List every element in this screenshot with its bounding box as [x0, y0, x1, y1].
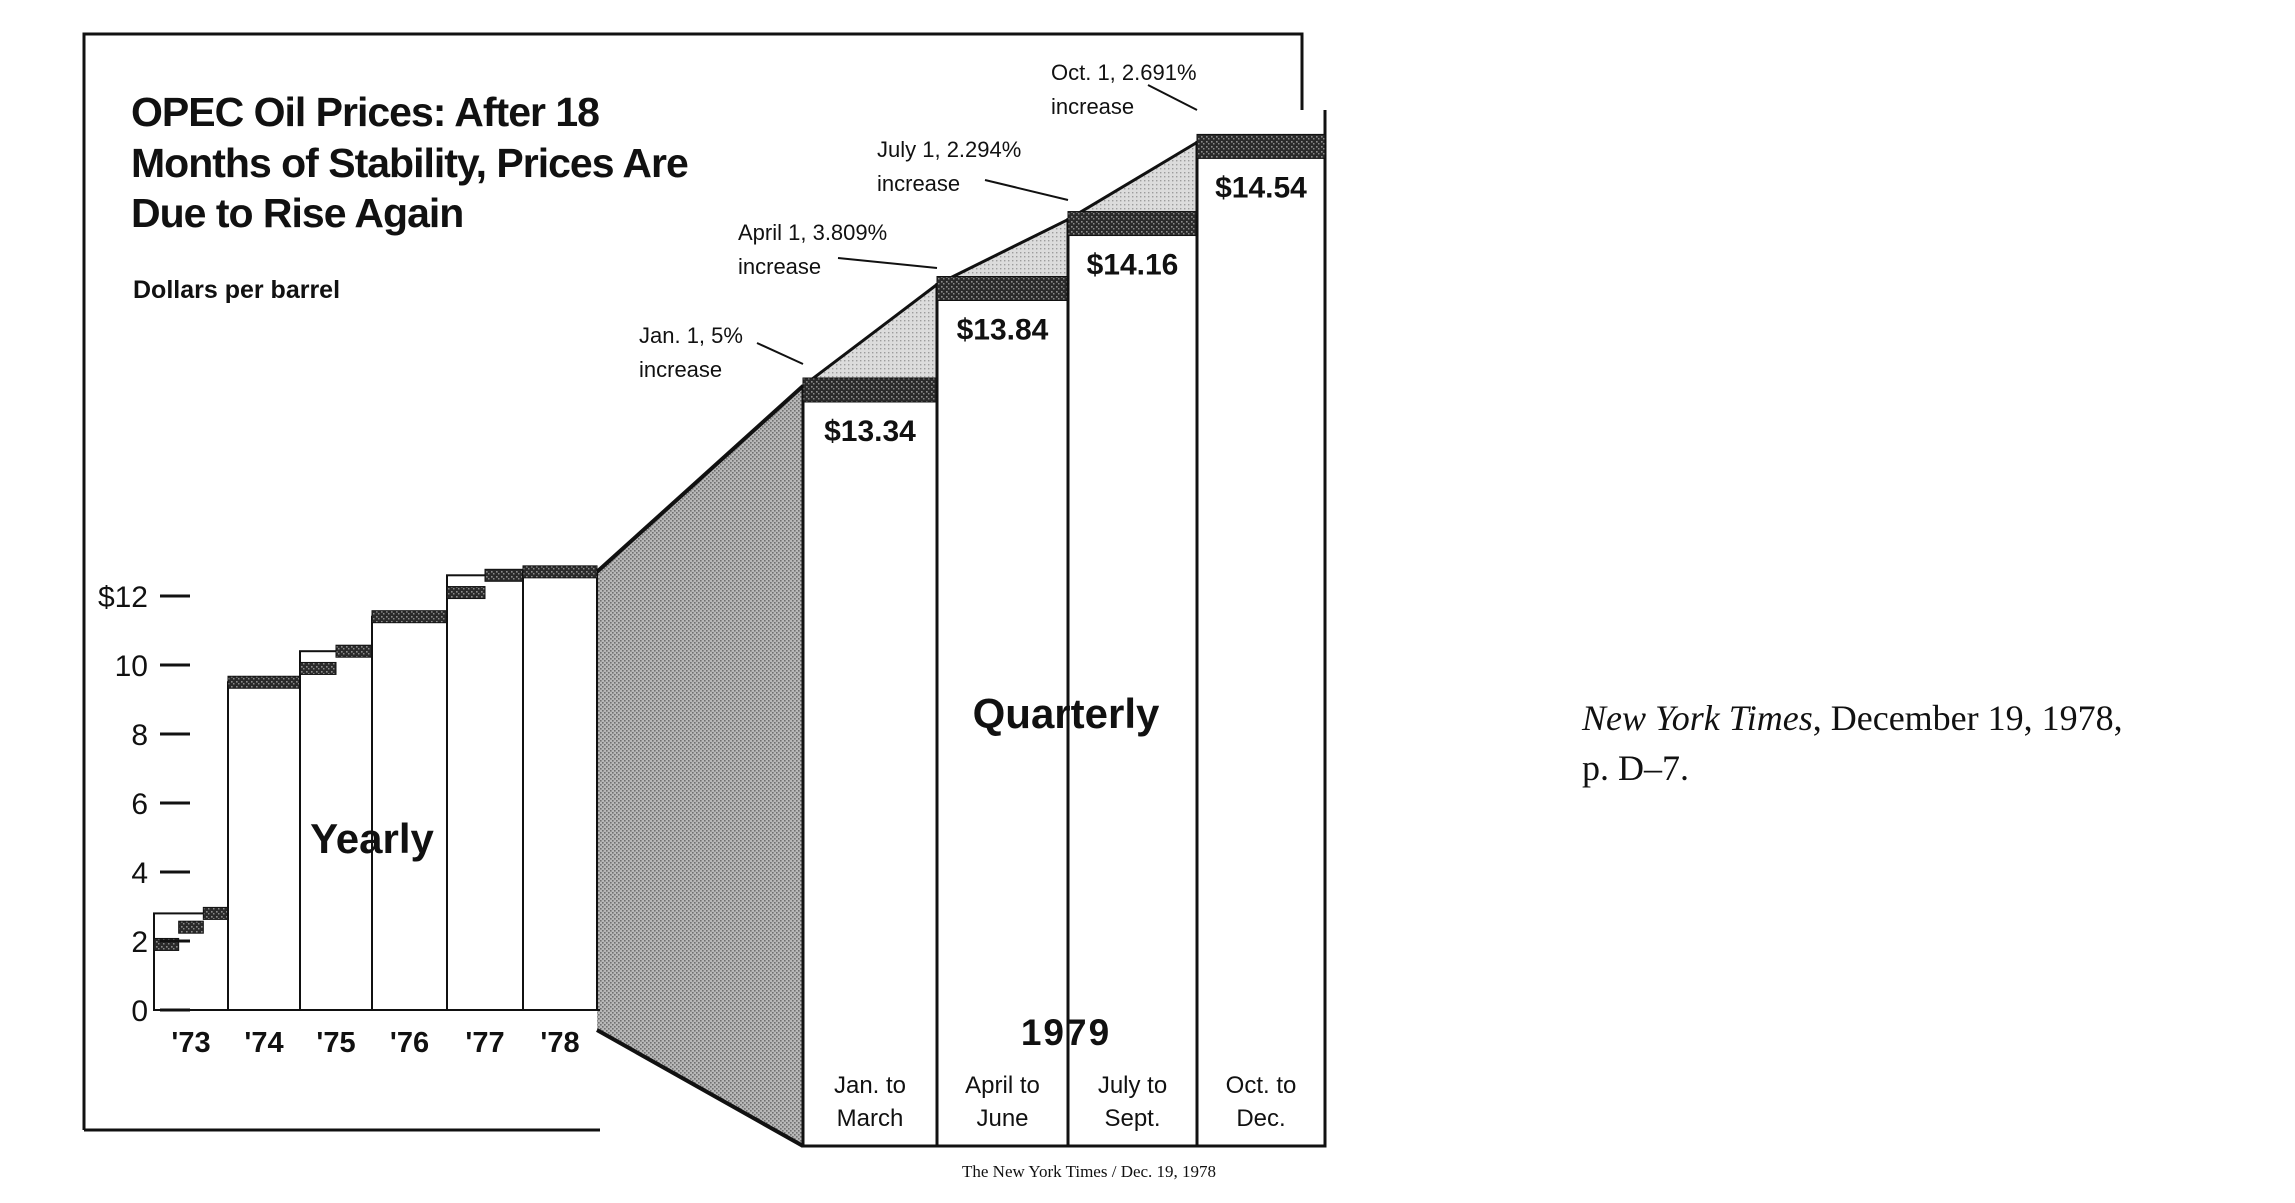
frame-top-left [82, 32, 1304, 1130]
quarterly-bars [801, 133, 1327, 1148]
quarterly-price-band [1196, 133, 1326, 159]
quarter-label: March [837, 1105, 904, 1132]
connector-top-line [595, 384, 805, 574]
chart-title-line-3: Due to Rise Again [131, 190, 463, 236]
quarterly-label: Quarterly [973, 690, 1160, 737]
y-tick-label: 6 [131, 788, 148, 821]
quarterly-bar [801, 384, 939, 1148]
quarter-label: April to [965, 1072, 1040, 1099]
yearly-price-band [202, 906, 229, 920]
y-axis: $12 10 8 6 4 2 0 [98, 581, 600, 1028]
quarterly-bar [1195, 140, 1327, 1148]
quarterly-year-label: 1979 [1021, 1012, 1111, 1053]
yearly-bar [371, 615, 448, 1011]
quarter-label: July to [1098, 1072, 1167, 1099]
increase-annotation: Jan. 1, 5% [639, 323, 743, 348]
quarter-label: Oct. to [1226, 1072, 1297, 1099]
yearly-price-band [522, 565, 598, 579]
chart-title-line-2: Months of Stability, Prices Are [131, 140, 688, 186]
yearly-price-band [484, 568, 524, 582]
increase-annotation: Oct. 1, 2.691% [1051, 60, 1197, 85]
y-tick-label: 0 [131, 995, 148, 1028]
y-tick-label: 10 [115, 650, 148, 683]
chart-shading [595, 134, 1325, 1148]
chart-title: OPEC Oil Prices: After 18 Months of Stab… [131, 89, 689, 236]
increase-annotation: April 1, 3.809% [738, 220, 887, 245]
annotation-leader [1147, 84, 1198, 111]
quarter-label: June [976, 1105, 1028, 1132]
yearly-bar [446, 574, 524, 1011]
y-tick-label: 4 [131, 857, 148, 890]
price-label: $14.54 [1215, 171, 1307, 204]
price-label: $13.84 [957, 314, 1049, 347]
chart-title-line-1: OPEC Oil Prices: After 18 [131, 89, 599, 135]
connector-funnel [597, 386, 803, 1146]
quarterly-price-band [802, 377, 938, 403]
source-caption-line-1: New York Times, December 19, 1978, [1581, 698, 2123, 738]
price-label: $14.16 [1087, 249, 1179, 282]
price-labels: $13.34 $13.84 $14.16 $14.54 [824, 171, 1307, 448]
quarter-label: Jan. to [834, 1072, 906, 1099]
yearly-price-band [227, 675, 301, 689]
year-label: '75 [316, 1027, 355, 1059]
price-label: $13.34 [824, 415, 916, 448]
source-date: , December 19, 1978, [1813, 698, 2123, 738]
yearly-price-band [446, 586, 486, 600]
yearly-price-band [371, 610, 448, 624]
yearly-price-band [178, 920, 204, 934]
chart-credit: The New York Times / Dec. 19, 1978 [962, 1162, 1216, 1181]
annotation-leader [837, 257, 938, 269]
yearly-bar [522, 570, 598, 1011]
yearly-label: Yearly [310, 815, 434, 862]
year-label: '77 [465, 1027, 504, 1059]
quarterly-price-band [1067, 211, 1198, 237]
yearly-bars [153, 565, 598, 1012]
connector-bottom-line [596, 1028, 804, 1148]
x-axis-labels: '73 '74 '75 '76 '77 '78 [171, 1027, 579, 1059]
increase-annotation: increase [877, 171, 960, 196]
yearly-price-band [335, 644, 373, 658]
increase-annotations: Jan. 1, 5% increase April 1, 3.809% increas… [639, 60, 1198, 382]
source-publication: New York Times [1581, 698, 1813, 738]
yearly-bar [227, 681, 301, 1011]
annotation-leader [984, 179, 1069, 201]
quarter-step-slope [1067, 141, 1198, 221]
y-tick-label: $12 [98, 581, 148, 614]
year-label: '73 [171, 1027, 210, 1059]
quarter-label: Sept. [1104, 1105, 1160, 1132]
source-caption-line-2: p. D–7. [1582, 748, 1689, 788]
quarter-step-slope [802, 283, 938, 388]
quarterly-bar [1066, 218, 1199, 1148]
annotation-leader [756, 342, 804, 365]
increase-annotation: increase [1051, 94, 1134, 119]
increase-annotation: July 1, 2.294% [877, 137, 1021, 162]
y-tick-label: 2 [131, 926, 148, 959]
y-tick-label: 8 [131, 719, 148, 752]
increase-annotation: increase [639, 357, 722, 382]
increase-annotation: increase [738, 254, 821, 279]
year-label: '78 [540, 1027, 579, 1059]
year-label: '76 [390, 1027, 429, 1059]
year-label: '74 [244, 1027, 283, 1059]
quarter-labels: Jan. to March April to June July to Sept. Oct.… [834, 1072, 1296, 1132]
y-axis-unit-label: Dollars per barrel [133, 276, 340, 304]
quarter-label: Dec. [1236, 1105, 1285, 1132]
quarter-step-slope [936, 218, 1069, 286]
quarterly-price-band [936, 276, 1069, 301]
yearly-price-band [299, 661, 337, 675]
